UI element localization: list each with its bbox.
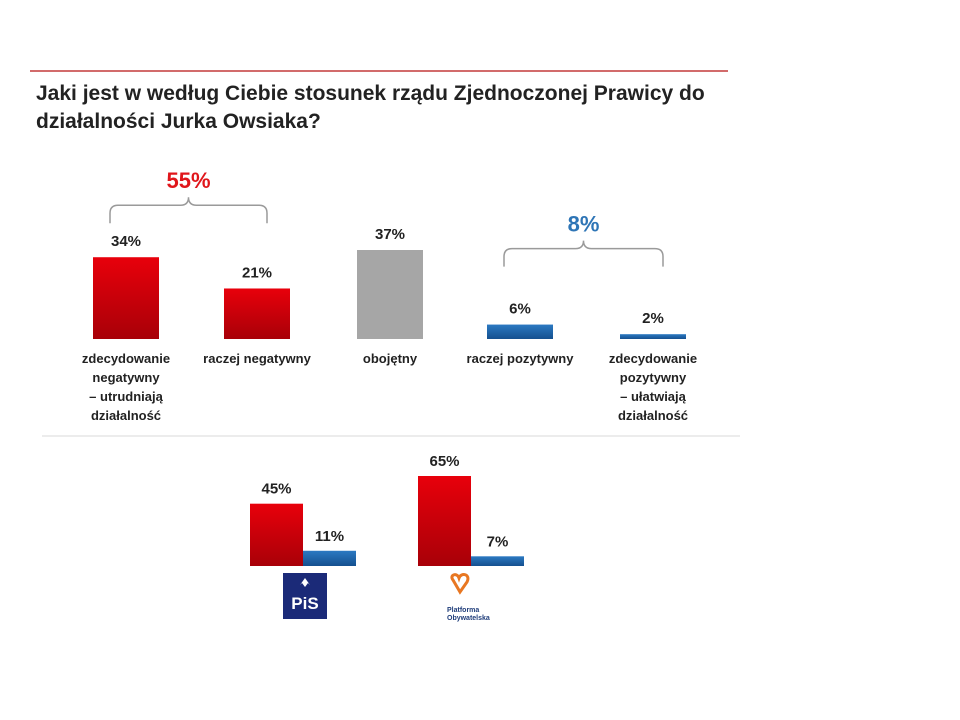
aggregate-label-2: 8% bbox=[568, 212, 600, 237]
category-5-label-line-4: działalność bbox=[618, 408, 688, 423]
chart-title-line-1: Jaki jest w według Ciebie stosunek rządu… bbox=[36, 82, 705, 105]
bar-1-value-label: 34% bbox=[111, 233, 141, 250]
po-logo-text-line-1: Platforma bbox=[447, 607, 479, 614]
aggregate-brace-2 bbox=[503, 240, 664, 267]
aggregate-brace-1 bbox=[109, 197, 268, 224]
party-1-bar-2-value-label: 11% bbox=[315, 528, 344, 545]
category-4-label-line-1: raczej pozytywny bbox=[467, 351, 575, 366]
aggregate-label-1: 55% bbox=[166, 168, 210, 193]
pis-logo: PiS bbox=[283, 573, 327, 619]
party-1-bar-2 bbox=[303, 550, 356, 566]
bar-4 bbox=[487, 324, 553, 339]
main-chart: 34% zdecydowanie negatywny – utrudniają dzia… bbox=[82, 168, 697, 423]
pis-logo-text: PiS bbox=[291, 594, 318, 613]
category-1-label-line-3: – utrudniają bbox=[89, 389, 163, 404]
chart-title-line-2: działalności Jurka Owsiaka? bbox=[36, 110, 321, 133]
category-5-label-line-1: zdecydowanie bbox=[609, 351, 697, 366]
party-2-bar-1 bbox=[418, 476, 471, 566]
category-3-label-line-1: obojętny bbox=[363, 351, 418, 366]
bar-1 bbox=[93, 257, 159, 339]
category-5-label-line-3: – ułatwiają bbox=[620, 389, 687, 404]
category-1-label-line-4: działalność bbox=[91, 408, 161, 423]
category-1-label-line-1: zdecydowanie bbox=[82, 351, 170, 366]
party-2-bar-2-value-label: 7% bbox=[487, 533, 509, 550]
category-5-label-line-2: pozytywny bbox=[620, 370, 687, 385]
party-chart: 45% 11% 65% 7% bbox=[250, 453, 524, 566]
bar-2 bbox=[224, 288, 290, 339]
party-2-bar-1-value-label: 65% bbox=[429, 453, 459, 470]
bar-4-value-label: 6% bbox=[509, 301, 531, 318]
party-2-bar-2 bbox=[471, 556, 524, 566]
po-logo: Platforma Obywatelska bbox=[447, 573, 490, 622]
category-2-label-line-1: raczej negatywny bbox=[203, 351, 311, 366]
bar-5 bbox=[620, 334, 686, 339]
party-1-bar-1-value-label: 45% bbox=[261, 481, 291, 498]
bar-5-value-label: 2% bbox=[642, 310, 664, 327]
bar-2-value-label: 21% bbox=[242, 264, 272, 281]
category-1-label-line-2: negatywny bbox=[92, 370, 160, 385]
po-logo-text-line-2: Obywatelska bbox=[447, 615, 490, 622]
pis-logo-eagle-icon bbox=[300, 578, 310, 587]
po-logo-heart-icon bbox=[450, 573, 470, 595]
bar-3 bbox=[357, 250, 423, 339]
party-1-bar-1 bbox=[250, 503, 303, 566]
bar-3-value-label: 37% bbox=[375, 226, 405, 243]
